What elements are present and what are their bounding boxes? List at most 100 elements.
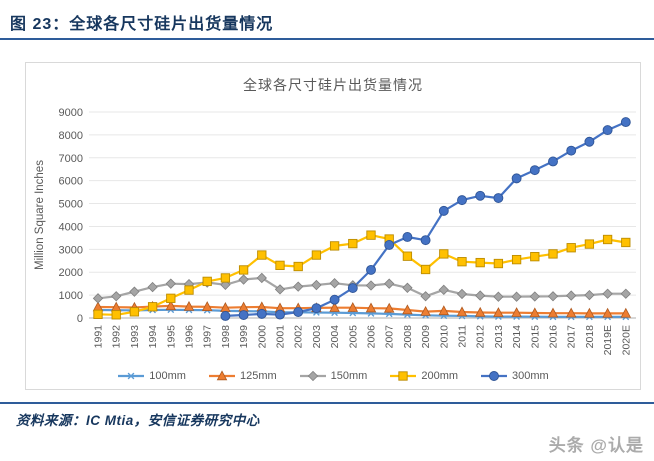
series-marker-125mm (347, 302, 359, 312)
y-tick-label: 6000 (59, 176, 83, 188)
triangle-marker-icon (383, 302, 395, 313)
series-marker-125mm (201, 301, 213, 311)
square-marker-icon (275, 260, 285, 271)
series-marker-125mm (474, 306, 486, 317)
square-marker-icon (584, 239, 595, 249)
diamond-marker-icon (384, 278, 395, 289)
square-marker-icon (621, 237, 631, 248)
series-marker-200mm (220, 273, 231, 283)
triangle-marker-icon (584, 307, 595, 318)
x-tick-label: 2007 (384, 325, 396, 349)
series-marker-125mm (584, 307, 595, 318)
series-marker-150mm (293, 281, 304, 292)
series-marker-200mm (621, 237, 631, 248)
diamond-marker-icon (365, 280, 377, 291)
star-marker-icon (127, 372, 136, 380)
series-marker-150mm (256, 272, 267, 284)
series-marker-200mm (293, 261, 303, 272)
circle-marker-icon (329, 294, 340, 305)
diamond-marker-icon (566, 290, 577, 301)
square-marker-icon (402, 251, 413, 261)
x-tick-label: 2003 (311, 325, 323, 349)
series-marker-300mm (220, 310, 231, 321)
x-tick-label: 2017 (566, 325, 578, 349)
x-tick-label: 2006 (366, 325, 378, 349)
circle-marker-icon (489, 371, 499, 381)
triangle-marker-icon (201, 301, 213, 311)
triangle-marker-icon (183, 300, 195, 311)
series-marker-150mm (420, 291, 431, 302)
circle-marker-icon (493, 193, 504, 204)
series-marker-200mm (511, 254, 522, 265)
y-tick-label: 5000 (59, 199, 83, 211)
legend-item-150mm: 150mm (299, 370, 367, 382)
triangle-marker-icon (547, 307, 559, 318)
series-line-200mm (96, 234, 627, 316)
square-marker-icon (602, 234, 613, 245)
series-marker-150mm (566, 290, 577, 301)
series-marker-200mm (238, 265, 249, 275)
series-marker-125mm (493, 307, 504, 317)
series-marker-125mm (529, 307, 541, 318)
square-marker-icon (398, 371, 408, 381)
y-tick-label: 4000 (59, 221, 83, 233)
series-marker-200mm (202, 276, 212, 287)
legend-label: 100mm (149, 370, 186, 382)
square-marker-icon (530, 252, 540, 262)
series-marker-150mm (602, 288, 613, 299)
circle-marker-icon (457, 195, 467, 206)
series-marker-200mm (184, 285, 194, 295)
series-marker-200mm (493, 258, 504, 269)
series-marker-125mm (456, 306, 468, 317)
chart: 全球各尺寸硅片出货量情况 Million Square Inches 0 1000… (25, 62, 641, 390)
triangle-marker-icon (165, 300, 177, 311)
diamond-marker-icon (238, 274, 249, 285)
series-marker-200mm (420, 264, 431, 275)
series-marker-150mm (511, 291, 522, 302)
diamond-marker-icon (620, 288, 631, 299)
triangle-marker-icon (438, 305, 450, 316)
series-marker-300mm (566, 145, 577, 156)
x-tick-label: 2002 (293, 325, 305, 349)
series-marker-125mm (383, 302, 395, 313)
square-marker-icon (457, 257, 467, 267)
series-marker-150mm (438, 284, 449, 296)
diamond-marker-icon (256, 272, 267, 284)
legend-swatch-300mm-icon (481, 371, 508, 381)
diamond-marker-icon (92, 293, 104, 304)
series-marker-125mm (602, 307, 613, 318)
series-marker-150mm (238, 274, 249, 285)
triangle-marker-icon (565, 307, 577, 318)
circle-marker-icon (293, 307, 304, 317)
series-marker-150mm (92, 293, 104, 304)
series-marker-200mm (111, 310, 121, 320)
square-marker-icon (111, 310, 121, 320)
x-tick-label: 2004 (329, 325, 341, 349)
series-marker-200mm (257, 250, 267, 260)
series-marker-300mm (293, 307, 304, 317)
x-tick-label: 1999 (238, 325, 250, 349)
series-marker-200mm (398, 371, 408, 381)
series-marker-150mm (584, 289, 595, 301)
series-marker-125mm (620, 307, 632, 318)
series-marker-300mm (329, 294, 340, 305)
diamond-marker-icon (529, 291, 540, 302)
triangle-marker-icon (402, 304, 413, 315)
series-marker-200mm (129, 307, 140, 317)
series-marker-150mm (493, 291, 504, 302)
x-tick-label: 1991 (93, 325, 105, 349)
diamond-marker-icon (307, 370, 318, 382)
source-note: 资料来源：IC Mtia，安信证券研究中心 (16, 413, 260, 428)
y-tick-label: 7000 (59, 153, 83, 165)
series-marker-200mm (439, 249, 449, 259)
series-marker-150mm (311, 279, 322, 291)
legend: 100mm 125mm 150mm 200mm 300mm (26, 370, 640, 382)
series-line-300mm (224, 121, 627, 317)
square-marker-icon (493, 258, 504, 269)
diamond-marker-icon (274, 284, 286, 295)
legend-item-300mm: 300mm (480, 370, 549, 382)
x-tick-label: 2013 (493, 325, 505, 349)
series-marker-300mm (256, 308, 267, 319)
triangle-marker-icon (420, 305, 431, 316)
square-marker-icon (566, 243, 576, 253)
